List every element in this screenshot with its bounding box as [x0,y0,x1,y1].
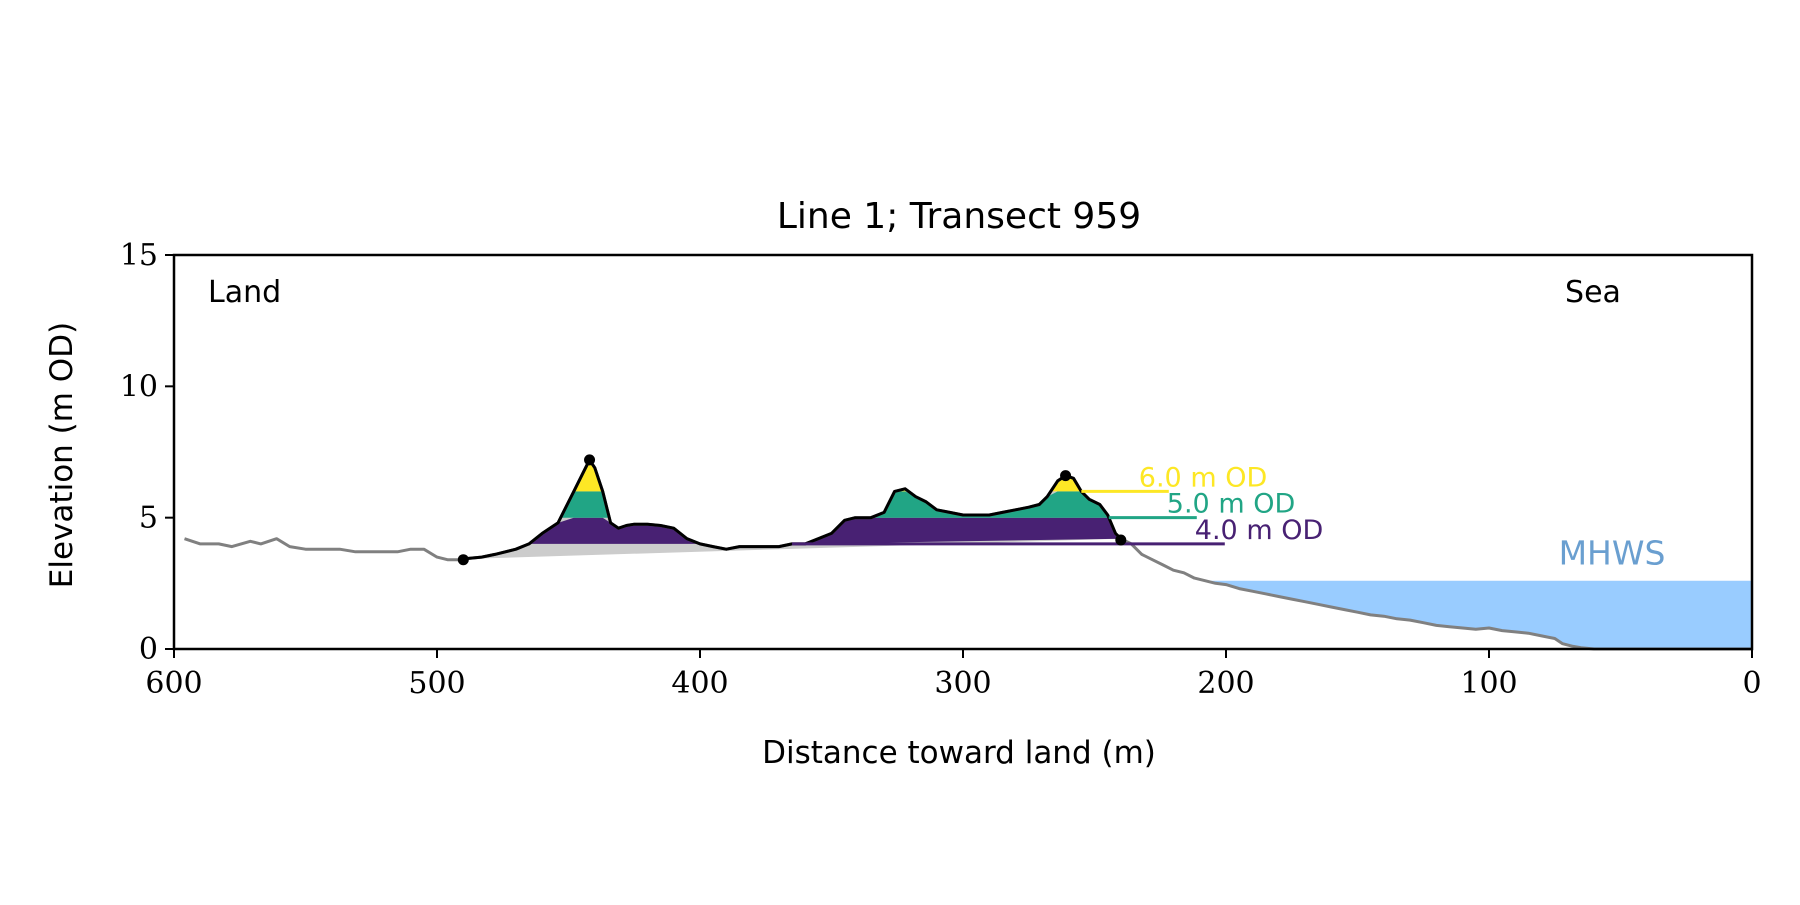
x-tick-label-100: 100 [1460,666,1517,701]
level-label-6: 6.0 m OD [1139,462,1267,493]
elevation-band-5-1 [870,491,1109,518]
x-axis-label: Distance toward land (m) [762,735,1156,771]
elevation-band-4-0 [529,517,700,544]
chart-title: Line 1; Transect 959 [777,196,1141,237]
profile-marker-3 [1115,534,1127,546]
x-tick-label-500: 500 [408,666,465,701]
elevation-band-4-1 [805,517,1121,544]
profile-marker-1 [584,454,596,466]
plot-frame [172,253,1754,651]
plot-area: 6.0 m OD5.0 m OD4.0 m OD MHWS [184,454,1752,651]
x-axis: 600 500 400 300 200 100 0 [145,649,1762,701]
elevation-band-5-0 [560,491,610,518]
profile-marker-2 [1060,470,1072,482]
y-tick-label-0: 0 [139,632,158,667]
mhws-water-area [1205,580,1752,649]
sea-label: Sea [1565,275,1621,310]
level-label-5: 5.0 m OD [1167,489,1295,520]
level-label-4: 4.0 m OD [1195,515,1323,546]
x-tick-label-300: 300 [934,666,991,701]
y-axis-label: Elevation (m OD) [44,322,80,588]
y-tick-label-5: 5 [139,501,158,536]
y-tick-label-15: 15 [120,238,158,273]
y-axis: 0 5 10 15 [120,238,174,667]
x-tick-label-400: 400 [671,666,728,701]
profile-marker-0 [457,554,469,566]
x-tick-label-600: 600 [145,666,202,701]
y-tick-label-10: 10 [120,369,158,404]
mhws-label: MHWS [1559,534,1666,573]
x-tick-label-200: 200 [1197,666,1254,701]
x-tick-label-0: 0 [1742,666,1761,701]
elevation-band-6-0 [573,459,603,492]
land-label: Land [208,275,281,310]
